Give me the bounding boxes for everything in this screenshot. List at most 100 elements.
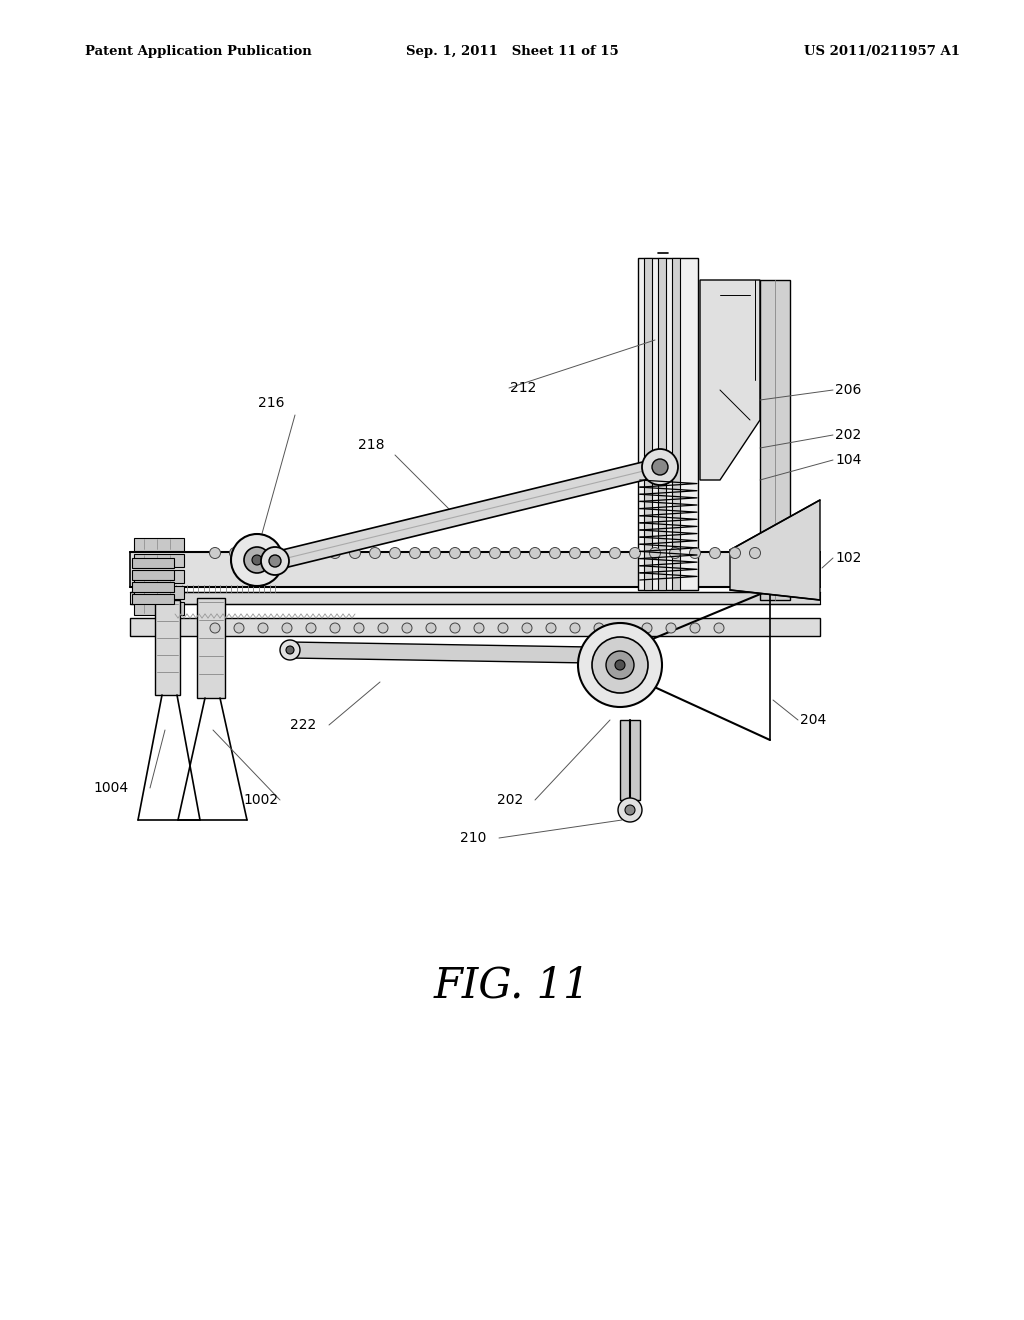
- Polygon shape: [155, 601, 180, 696]
- Polygon shape: [134, 586, 184, 599]
- Text: 202: 202: [835, 428, 861, 442]
- Circle shape: [231, 535, 283, 586]
- Circle shape: [280, 640, 300, 660]
- Polygon shape: [272, 458, 663, 570]
- Circle shape: [630, 548, 640, 558]
- Circle shape: [510, 548, 520, 558]
- Polygon shape: [644, 257, 652, 590]
- Text: 204: 204: [800, 713, 826, 727]
- Polygon shape: [130, 552, 820, 587]
- Text: Patent Application Publication: Patent Application Publication: [85, 45, 311, 58]
- Polygon shape: [700, 280, 760, 480]
- Circle shape: [450, 548, 461, 558]
- Circle shape: [354, 623, 364, 634]
- Polygon shape: [197, 598, 225, 698]
- Circle shape: [642, 623, 652, 634]
- Circle shape: [570, 623, 580, 634]
- Circle shape: [330, 548, 341, 558]
- Polygon shape: [134, 554, 184, 568]
- Circle shape: [330, 623, 340, 634]
- Circle shape: [269, 554, 281, 568]
- Circle shape: [578, 623, 662, 708]
- Text: 202: 202: [497, 793, 523, 807]
- Text: 102: 102: [835, 550, 861, 565]
- Text: 104: 104: [835, 453, 861, 467]
- Circle shape: [594, 623, 604, 634]
- Circle shape: [389, 548, 400, 558]
- Circle shape: [269, 548, 281, 558]
- Circle shape: [474, 623, 484, 634]
- Polygon shape: [620, 719, 640, 800]
- Text: US 2011/0211957 A1: US 2011/0211957 A1: [804, 45, 961, 58]
- Text: 1004: 1004: [93, 781, 128, 795]
- Circle shape: [569, 548, 581, 558]
- Circle shape: [306, 623, 316, 634]
- Circle shape: [252, 554, 262, 565]
- Circle shape: [469, 548, 480, 558]
- Text: Sep. 1, 2011   Sheet 11 of 15: Sep. 1, 2011 Sheet 11 of 15: [406, 45, 618, 58]
- Circle shape: [666, 623, 676, 634]
- Text: 216: 216: [258, 396, 285, 411]
- Circle shape: [309, 548, 321, 558]
- Circle shape: [689, 548, 700, 558]
- Polygon shape: [134, 570, 184, 583]
- Circle shape: [590, 548, 600, 558]
- Circle shape: [410, 548, 421, 558]
- Circle shape: [652, 459, 668, 475]
- Circle shape: [402, 623, 412, 634]
- Polygon shape: [132, 570, 174, 579]
- Circle shape: [450, 623, 460, 634]
- Circle shape: [710, 548, 721, 558]
- Circle shape: [550, 548, 560, 558]
- Text: 210: 210: [460, 832, 486, 845]
- Circle shape: [286, 645, 294, 653]
- Text: 218: 218: [358, 438, 384, 451]
- Text: 222: 222: [290, 718, 316, 733]
- Circle shape: [606, 651, 634, 678]
- Polygon shape: [132, 558, 174, 568]
- Circle shape: [522, 623, 532, 634]
- Polygon shape: [132, 594, 174, 605]
- Circle shape: [244, 546, 270, 573]
- Polygon shape: [132, 582, 174, 591]
- Polygon shape: [760, 280, 790, 601]
- Circle shape: [210, 548, 220, 558]
- Text: 212: 212: [510, 381, 537, 395]
- Circle shape: [210, 623, 220, 634]
- Circle shape: [370, 548, 381, 558]
- Circle shape: [618, 623, 628, 634]
- Circle shape: [592, 638, 648, 693]
- Text: FIG. 11: FIG. 11: [434, 964, 590, 1006]
- Polygon shape: [134, 539, 184, 550]
- Text: 1002: 1002: [243, 793, 279, 807]
- Polygon shape: [130, 618, 820, 636]
- Circle shape: [234, 623, 244, 634]
- Circle shape: [250, 548, 260, 558]
- Circle shape: [429, 548, 440, 558]
- Polygon shape: [290, 642, 590, 663]
- Polygon shape: [134, 602, 184, 615]
- Circle shape: [290, 548, 300, 558]
- Circle shape: [625, 805, 635, 814]
- Circle shape: [670, 548, 681, 558]
- Text: 206: 206: [835, 383, 861, 397]
- Circle shape: [750, 548, 761, 558]
- Circle shape: [378, 623, 388, 634]
- Polygon shape: [658, 257, 666, 590]
- Circle shape: [489, 548, 501, 558]
- Circle shape: [649, 548, 660, 558]
- Circle shape: [729, 548, 740, 558]
- Circle shape: [529, 548, 541, 558]
- Polygon shape: [638, 257, 698, 590]
- Circle shape: [609, 548, 621, 558]
- Circle shape: [261, 546, 289, 576]
- Circle shape: [615, 660, 625, 671]
- Circle shape: [498, 623, 508, 634]
- Polygon shape: [130, 591, 820, 605]
- Circle shape: [258, 623, 268, 634]
- Polygon shape: [730, 500, 820, 601]
- Circle shape: [229, 548, 241, 558]
- Circle shape: [426, 623, 436, 634]
- Circle shape: [282, 623, 292, 634]
- Circle shape: [642, 449, 678, 484]
